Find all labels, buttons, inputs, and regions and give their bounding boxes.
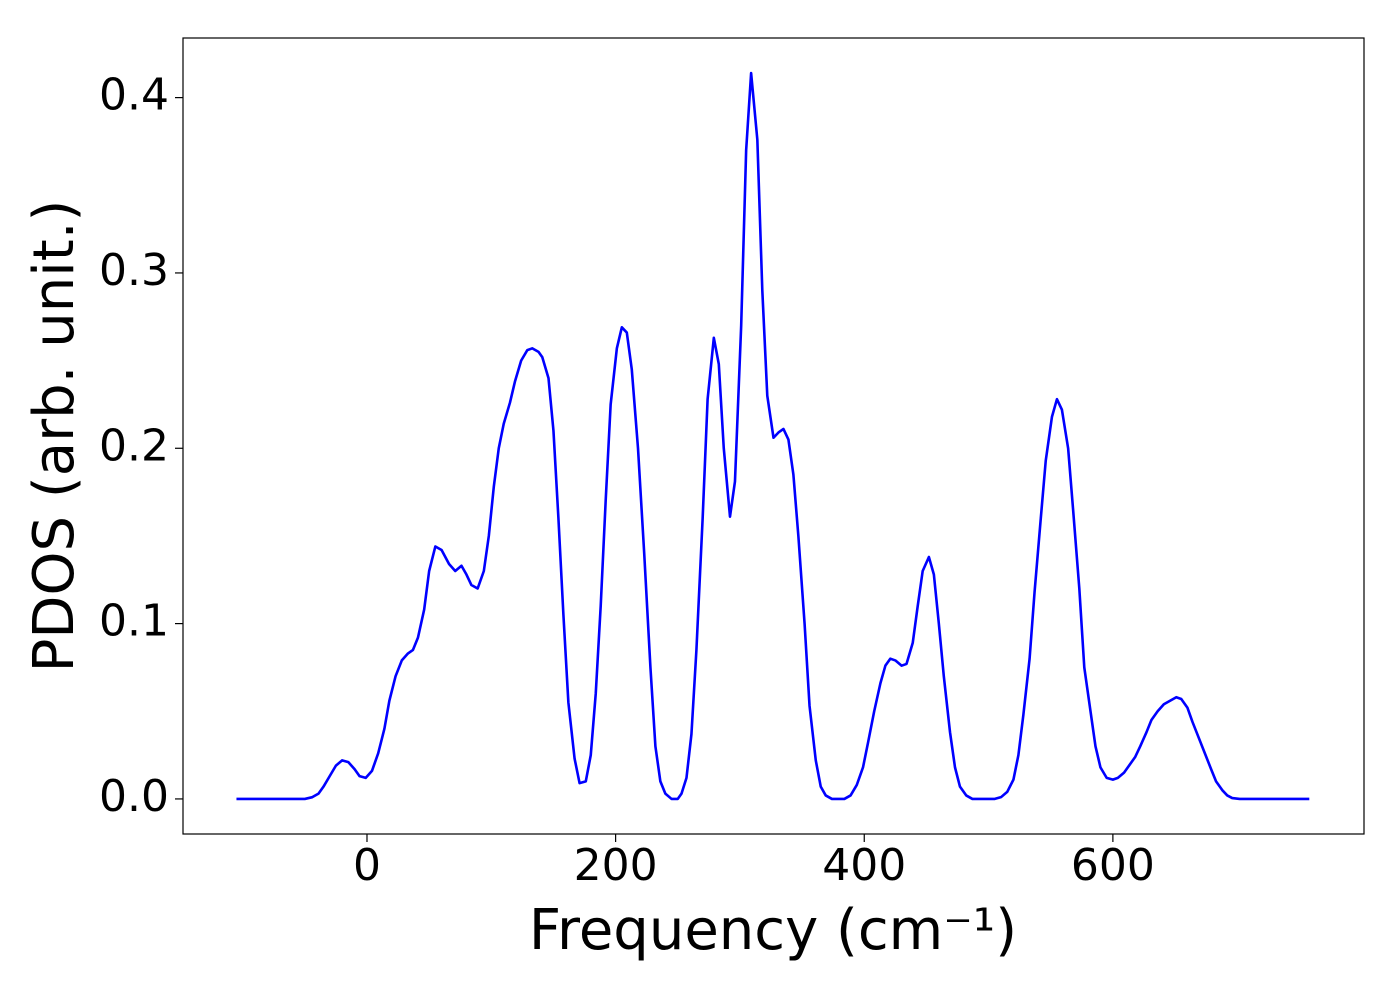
x-tick-label: 600 bbox=[1071, 840, 1155, 891]
x-tick-label: 400 bbox=[822, 840, 906, 891]
pdos-line bbox=[236, 71, 1310, 801]
y-axis-label: PDOS (arb. unit.) bbox=[22, 200, 87, 673]
x-tick-label: 200 bbox=[574, 840, 658, 891]
y-tick-label: 0.3 bbox=[99, 245, 169, 296]
x-axis-label: Frequency (cm⁻¹) bbox=[529, 898, 1017, 963]
x-tick-label: 0 bbox=[353, 840, 381, 891]
y-tick-label: 0.2 bbox=[99, 420, 169, 471]
y-tick-label: 0.0 bbox=[99, 771, 169, 822]
plot-frame bbox=[182, 37, 1365, 835]
y-tick-label: 0.4 bbox=[99, 70, 169, 121]
y-tick-label: 0.1 bbox=[99, 596, 169, 647]
